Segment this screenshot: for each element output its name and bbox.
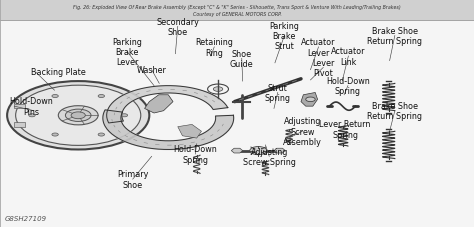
Text: Washer: Washer	[137, 66, 167, 75]
Text: Strut
Spring: Strut Spring	[265, 83, 291, 103]
Text: Adjusting
Screw
Assembly: Adjusting Screw Assembly	[283, 117, 322, 146]
Circle shape	[213, 87, 223, 92]
Text: Hold-Down
Spring: Hold-Down Spring	[173, 145, 217, 164]
Circle shape	[65, 110, 91, 122]
Circle shape	[7, 82, 149, 150]
Polygon shape	[14, 123, 25, 127]
Polygon shape	[103, 110, 234, 150]
Text: Lever
Pivot: Lever Pivot	[312, 58, 335, 78]
Text: Adjusting
Screw Spring: Adjusting Screw Spring	[243, 147, 296, 166]
Text: Brake Shoe
Return Spring: Brake Shoe Return Spring	[367, 27, 422, 46]
Circle shape	[121, 114, 128, 117]
Text: Actuator
Link: Actuator Link	[331, 47, 365, 67]
Text: Courtesy of GENERAL MOTORS CORP.: Courtesy of GENERAL MOTORS CORP.	[192, 12, 282, 17]
Circle shape	[98, 133, 104, 136]
Circle shape	[52, 133, 58, 136]
FancyBboxPatch shape	[0, 20, 474, 227]
Polygon shape	[231, 149, 243, 153]
Circle shape	[58, 106, 98, 125]
Text: Fig. 26: Exploded View Of Rear Brake Assembly (Except "C" & "K" Series - Silhoue: Fig. 26: Exploded View Of Rear Brake Ass…	[73, 5, 401, 10]
Polygon shape	[301, 93, 318, 107]
Polygon shape	[178, 125, 201, 138]
Circle shape	[160, 101, 167, 104]
Circle shape	[52, 95, 58, 98]
Text: Lever Return
Spring: Lever Return Spring	[319, 120, 371, 139]
Polygon shape	[145, 95, 173, 114]
Polygon shape	[274, 149, 285, 153]
Text: Primary
Shoe: Primary Shoe	[117, 170, 148, 189]
Polygon shape	[14, 104, 25, 109]
Text: Hold-Down
Spring: Hold-Down Spring	[326, 76, 370, 96]
Text: G8SH27109: G8SH27109	[5, 215, 47, 221]
Polygon shape	[107, 86, 228, 123]
Text: Parking
Brake
Strut: Parking Brake Strut	[269, 22, 300, 51]
FancyBboxPatch shape	[0, 0, 474, 20]
Text: Actuator
Lever: Actuator Lever	[301, 38, 336, 57]
Circle shape	[156, 99, 171, 106]
Circle shape	[306, 98, 315, 102]
Text: Retaining
Ring: Retaining Ring	[195, 38, 233, 57]
Circle shape	[16, 86, 141, 146]
Circle shape	[250, 147, 267, 155]
Text: Shoe
Guide: Shoe Guide	[230, 49, 254, 69]
Text: Brake Shoe
Return Spring: Brake Shoe Return Spring	[367, 101, 422, 121]
Text: Parking
Brake
Lever: Parking Brake Lever	[112, 37, 142, 67]
Text: Hold-Down
Pins: Hold-Down Pins	[9, 97, 53, 116]
Circle shape	[29, 114, 35, 117]
Text: Secondary
Shoe: Secondary Shoe	[156, 17, 199, 37]
Text: Backing Plate: Backing Plate	[31, 68, 86, 77]
Circle shape	[71, 112, 85, 119]
Circle shape	[98, 95, 104, 98]
